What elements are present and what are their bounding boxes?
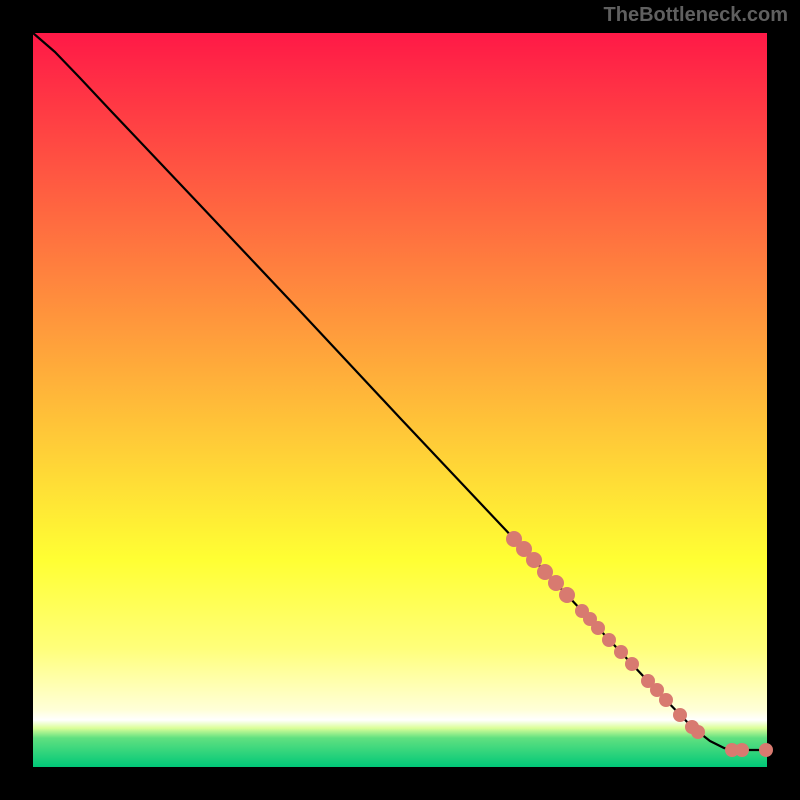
attribution-text: TheBottleneck.com: [604, 4, 788, 27]
chart-container: TheBottleneck.com: [0, 0, 800, 800]
heatmap-curve-chart: [0, 0, 800, 800]
